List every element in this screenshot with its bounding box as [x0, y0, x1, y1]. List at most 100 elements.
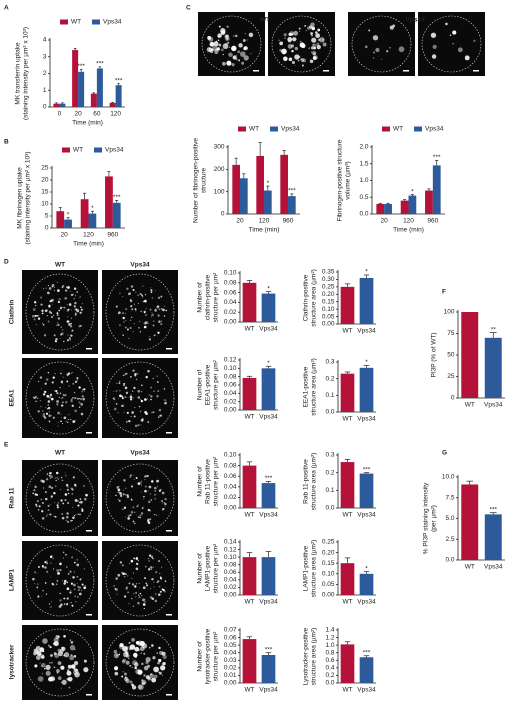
speckle: [60, 333, 63, 336]
speckle: [56, 477, 58, 479]
y-tick-label: 0: [451, 395, 455, 402]
speckle: [37, 651, 39, 654]
speckle: [143, 665, 149, 671]
bar: [432, 165, 441, 214]
y-tick-label: 200: [214, 166, 225, 173]
y-tick-label: 0.02: [224, 398, 237, 405]
bar: [264, 190, 272, 214]
speckle: [45, 593, 48, 595]
speckle: [50, 415, 53, 417]
speckle: [143, 495, 145, 498]
speckle: [71, 397, 74, 399]
y-axis-label: structure area (µm²): [311, 540, 318, 598]
speckle: [65, 287, 67, 289]
speckle: [56, 580, 59, 582]
speckle: [35, 503, 38, 506]
speckle: [119, 561, 123, 564]
speckle: [69, 655, 75, 661]
cell-outline: [271, 15, 332, 73]
speckle: [117, 573, 121, 577]
speckle: [140, 512, 144, 515]
speckle: [57, 648, 61, 653]
y-tick-label: 0.0: [325, 409, 334, 416]
speckle: [162, 507, 165, 511]
bar: [53, 103, 60, 107]
speckle: [50, 576, 51, 578]
speckle: [130, 485, 134, 488]
speckle: [73, 391, 76, 394]
panel-label: F: [442, 289, 446, 296]
speckle: [50, 661, 53, 664]
speckle: [150, 291, 153, 294]
speckle: [164, 306, 166, 307]
speckle: [42, 673, 44, 675]
y-tick-label: 100: [214, 188, 225, 195]
speckle: [144, 489, 147, 493]
speckle: [66, 304, 68, 306]
speckle: [130, 559, 134, 563]
speckle: [66, 501, 70, 505]
y-tick-label: 0.06: [224, 569, 237, 576]
speckle: [128, 603, 130, 605]
cell-outline: [201, 15, 262, 73]
speckle: [288, 57, 293, 62]
x-tick-label: 960: [427, 218, 438, 225]
speckle: [79, 578, 82, 581]
scale-bar: [86, 348, 92, 350]
y-axis-label: structure per µm²: [213, 272, 220, 322]
speckle: [137, 482, 141, 486]
speckle: [129, 326, 132, 329]
speckle: [130, 511, 134, 514]
speckle: [115, 305, 118, 308]
speckle: [60, 380, 64, 383]
speckle: [140, 399, 144, 403]
speckle: [60, 372, 62, 375]
speckle: [62, 307, 64, 309]
speckle: [60, 382, 62, 383]
speckle: [134, 646, 140, 652]
speckle: [226, 60, 232, 66]
speckle: [162, 654, 167, 660]
speckle: [152, 377, 154, 380]
speckle: [150, 287, 152, 289]
speckle: [141, 491, 143, 493]
speckle: [316, 42, 320, 46]
speckle: [62, 557, 64, 559]
y-axis-label: MK fibrinogen uptake: [17, 167, 24, 229]
speckle: [134, 662, 139, 667]
y-tick-label: 0.10: [224, 270, 237, 277]
legend-label: WT: [249, 126, 259, 133]
speckle: [55, 337, 58, 341]
speckle: [78, 406, 81, 408]
speckle: [143, 674, 146, 677]
speckle: [287, 37, 293, 42]
speckle: [46, 562, 49, 565]
speckle: [164, 502, 167, 506]
speckle: [151, 411, 153, 413]
y-axis-label: % PI3P staining intensity: [423, 482, 430, 554]
speckle: [62, 551, 65, 554]
speckle: [74, 668, 79, 673]
bar: [261, 293, 276, 322]
speckle: [73, 583, 76, 587]
speckle: [145, 657, 151, 663]
speckle: [83, 586, 87, 590]
speckle: [129, 395, 133, 399]
speckle: [67, 492, 70, 495]
x-tick-label: Vps34: [357, 512, 376, 519]
speckle: [60, 326, 63, 328]
speckle: [131, 577, 133, 580]
panel-label: G: [442, 450, 447, 457]
speckle: [123, 321, 125, 323]
speckle: [42, 487, 45, 489]
speckle: [35, 572, 37, 574]
speckle: [123, 506, 127, 510]
y-tick-label: 0.01: [224, 672, 237, 679]
speckle: [220, 30, 226, 35]
speckle: [139, 592, 142, 595]
speckle: [81, 391, 83, 393]
speckle: [147, 557, 150, 560]
speckle: [122, 296, 124, 298]
speckle: [44, 668, 46, 670]
speckle: [157, 381, 159, 383]
